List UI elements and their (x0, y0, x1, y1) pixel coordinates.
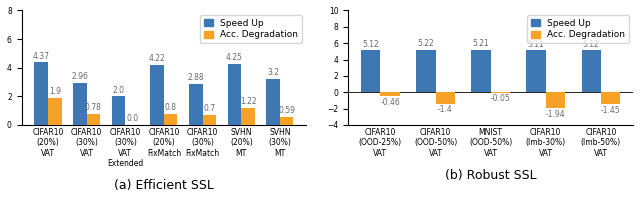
Text: 0.8: 0.8 (164, 103, 177, 112)
Bar (150, 64, 164, 125)
Bar (189, 84, 203, 125)
Text: 5.21: 5.21 (472, 39, 490, 48)
Text: -0.05: -0.05 (490, 94, 510, 103)
Bar (112, 96, 125, 125)
Text: 0.0: 0.0 (126, 114, 138, 123)
Legend: Speed Up, Acc. Degradation: Speed Up, Acc. Degradation (200, 15, 302, 43)
Text: 4.25: 4.25 (226, 53, 243, 62)
Bar (527, 50, 546, 92)
Bar (601, 92, 620, 104)
Text: -0.46: -0.46 (380, 98, 400, 107)
Bar (228, 64, 241, 125)
Bar (241, 107, 255, 125)
Bar (86, 114, 100, 125)
Text: 2.0: 2.0 (113, 86, 125, 95)
Text: 5.22: 5.22 (417, 39, 435, 48)
Bar (361, 50, 380, 92)
Bar (280, 117, 294, 125)
Text: 0.59: 0.59 (278, 106, 295, 115)
Text: -1.4: -1.4 (438, 105, 452, 114)
Bar (582, 50, 601, 92)
Text: 5.11: 5.11 (528, 40, 545, 49)
Text: 2.88: 2.88 (188, 73, 204, 82)
Text: 3.2: 3.2 (267, 68, 279, 77)
Bar (266, 79, 280, 125)
Bar (416, 50, 436, 92)
Legend: Speed Up, Acc. Degradation: Speed Up, Acc. Degradation (527, 15, 628, 43)
X-axis label: (b) Robust SSL: (b) Robust SSL (445, 169, 536, 182)
Text: 1.9: 1.9 (49, 87, 61, 96)
Bar (164, 113, 177, 125)
Bar (380, 92, 400, 96)
Text: 1.22: 1.22 (240, 97, 257, 106)
Bar (546, 92, 565, 108)
Text: 5.12: 5.12 (362, 40, 379, 49)
Bar (35, 62, 48, 125)
Text: 4.22: 4.22 (149, 54, 166, 63)
Text: -1.45: -1.45 (601, 106, 620, 115)
Text: 5.12: 5.12 (583, 40, 600, 49)
Text: 4.37: 4.37 (33, 52, 50, 61)
Text: 0.7: 0.7 (204, 104, 216, 113)
Text: 2.96: 2.96 (72, 72, 88, 81)
Bar (436, 92, 455, 104)
Bar (203, 115, 216, 125)
Text: -1.94: -1.94 (545, 110, 565, 119)
Bar (48, 98, 61, 125)
X-axis label: (a) Efficient SSL: (a) Efficient SSL (114, 179, 214, 192)
Text: 0.78: 0.78 (85, 103, 102, 112)
Bar (73, 83, 86, 125)
Bar (491, 92, 510, 93)
Bar (471, 50, 491, 92)
